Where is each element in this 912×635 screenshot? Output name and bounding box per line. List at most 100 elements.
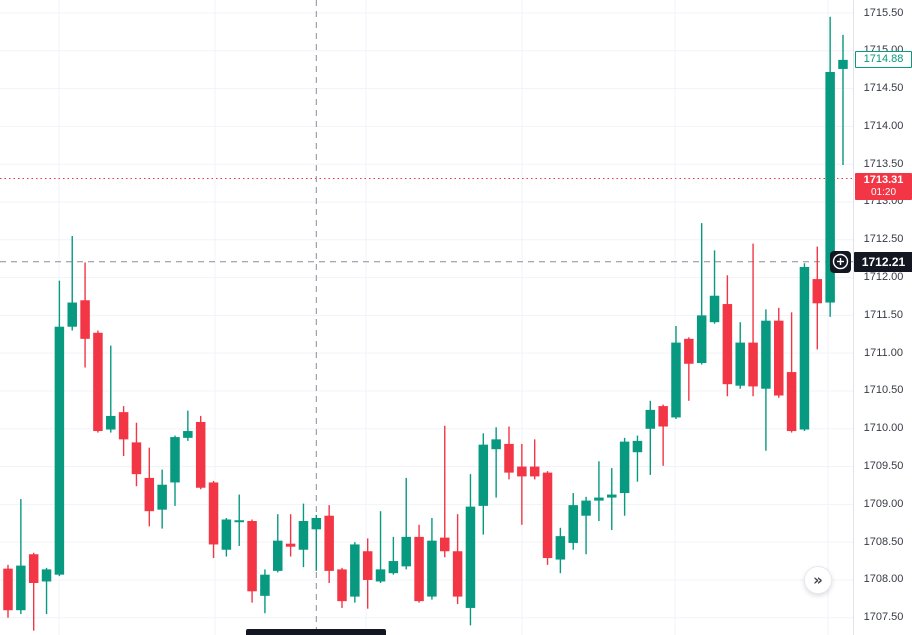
- candle-body: [93, 332, 103, 432]
- candle-body: [388, 561, 399, 574]
- candle-body: [619, 441, 630, 494]
- candle-body: [311, 517, 322, 530]
- candlestick: [273, 514, 283, 573]
- candle-body: [542, 472, 553, 559]
- candle-body: [812, 279, 823, 304]
- candlestick: [388, 536, 399, 575]
- candlestick: [106, 345, 116, 433]
- candle-body: [427, 540, 437, 597]
- price-tick-label: 1707.50: [863, 611, 904, 624]
- last-price-countdown-tag: 1713.31 01:20: [855, 172, 912, 200]
- candle-body: [67, 302, 77, 327]
- candlestick: [170, 435, 180, 506]
- candle-body: [684, 338, 694, 364]
- candlestick: [478, 433, 489, 535]
- candlestick: [504, 426, 514, 480]
- candlestick: [118, 406, 129, 456]
- candle-body: [324, 515, 334, 571]
- candlestick: [234, 494, 244, 546]
- candlestick: [41, 567, 52, 614]
- price-axis[interactable]: 1714.88 1713.31 01:20 1712.21 1715.50 171…: [853, 0, 912, 635]
- price-tick-label: 1708.00: [863, 573, 904, 586]
- candle-body: [260, 574, 270, 596]
- candle-body: [298, 521, 309, 550]
- candle-body: [517, 466, 527, 477]
- candlestick: [54, 280, 65, 577]
- candle-body: [414, 536, 424, 602]
- candlestick: [619, 437, 630, 516]
- candle-body: [273, 540, 283, 571]
- candle-body: [632, 440, 643, 453]
- candlestick: [645, 400, 656, 475]
- candle-body: [607, 494, 617, 498]
- candle-body: [825, 71, 835, 303]
- candle-body: [645, 409, 656, 429]
- candle-body: [54, 326, 65, 575]
- candle-body: [658, 406, 668, 427]
- candlestick: [285, 514, 296, 557]
- candlestick: [786, 312, 797, 433]
- candle-body: [452, 551, 463, 597]
- candle-body: [568, 505, 578, 543]
- current-price-value: 1714.88: [863, 53, 904, 66]
- candlestick: [144, 447, 155, 527]
- candlestick: [517, 443, 527, 525]
- candle-body: [375, 569, 386, 582]
- candle-body: [696, 315, 707, 364]
- candlestick: [465, 474, 476, 626]
- candlestick: [568, 493, 578, 550]
- candlestick: [337, 567, 347, 608]
- candle-body: [106, 415, 116, 430]
- candle-body: [337, 569, 347, 602]
- candlestick: [362, 538, 373, 609]
- price-tick-label: 1709.50: [863, 460, 904, 473]
- add-order-plus-button[interactable]: [830, 250, 851, 273]
- candle-body: [594, 497, 604, 501]
- candlestick: [93, 330, 103, 433]
- candle-body: [195, 421, 206, 488]
- price-tick-label: 1710.50: [863, 384, 904, 397]
- candlestick: [375, 511, 386, 583]
- candlestick: [671, 325, 681, 419]
- candlestick: [491, 427, 501, 498]
- candle-body: [709, 295, 720, 323]
- candlestick: [452, 514, 463, 605]
- candlestick: [221, 517, 232, 557]
- candle-body: [478, 444, 489, 506]
- candlestick: [350, 542, 360, 603]
- candle-body: [183, 431, 193, 438]
- candlestick: [183, 410, 193, 441]
- candlestick: [799, 263, 810, 432]
- candlestick: [696, 223, 707, 365]
- candle-body: [144, 477, 155, 512]
- candlestick: [247, 519, 257, 603]
- candle-body: [28, 554, 39, 583]
- candle-body: [247, 521, 257, 592]
- candle-body: [170, 437, 180, 483]
- price-tick-label: 1714.00: [863, 119, 904, 132]
- candle-body: [208, 482, 219, 545]
- scroll-to-recent-button[interactable]: »: [804, 566, 832, 594]
- candlestick: [324, 505, 334, 583]
- candlestick: [401, 477, 411, 570]
- candlestick: [594, 461, 604, 522]
- candlestick: [67, 236, 77, 331]
- price-tick-label: 1712.00: [863, 271, 904, 284]
- candlestick: [529, 439, 540, 480]
- candlestick: [632, 435, 643, 482]
- candle-body: [722, 304, 733, 385]
- candlestick: [709, 250, 720, 324]
- candle-body: [799, 267, 810, 430]
- candle-body: [491, 439, 501, 450]
- candlestick: [208, 480, 219, 559]
- candlestick: [684, 337, 694, 401]
- candle-body: [157, 484, 167, 510]
- chart-canvas[interactable]: [0, 0, 853, 635]
- candle-body: [131, 442, 142, 475]
- candlestick: [311, 514, 322, 571]
- candle-body: [748, 342, 758, 387]
- current-price-tag: 1714.88: [855, 51, 912, 69]
- candle-body: [838, 59, 848, 69]
- candle-body: [362, 551, 373, 580]
